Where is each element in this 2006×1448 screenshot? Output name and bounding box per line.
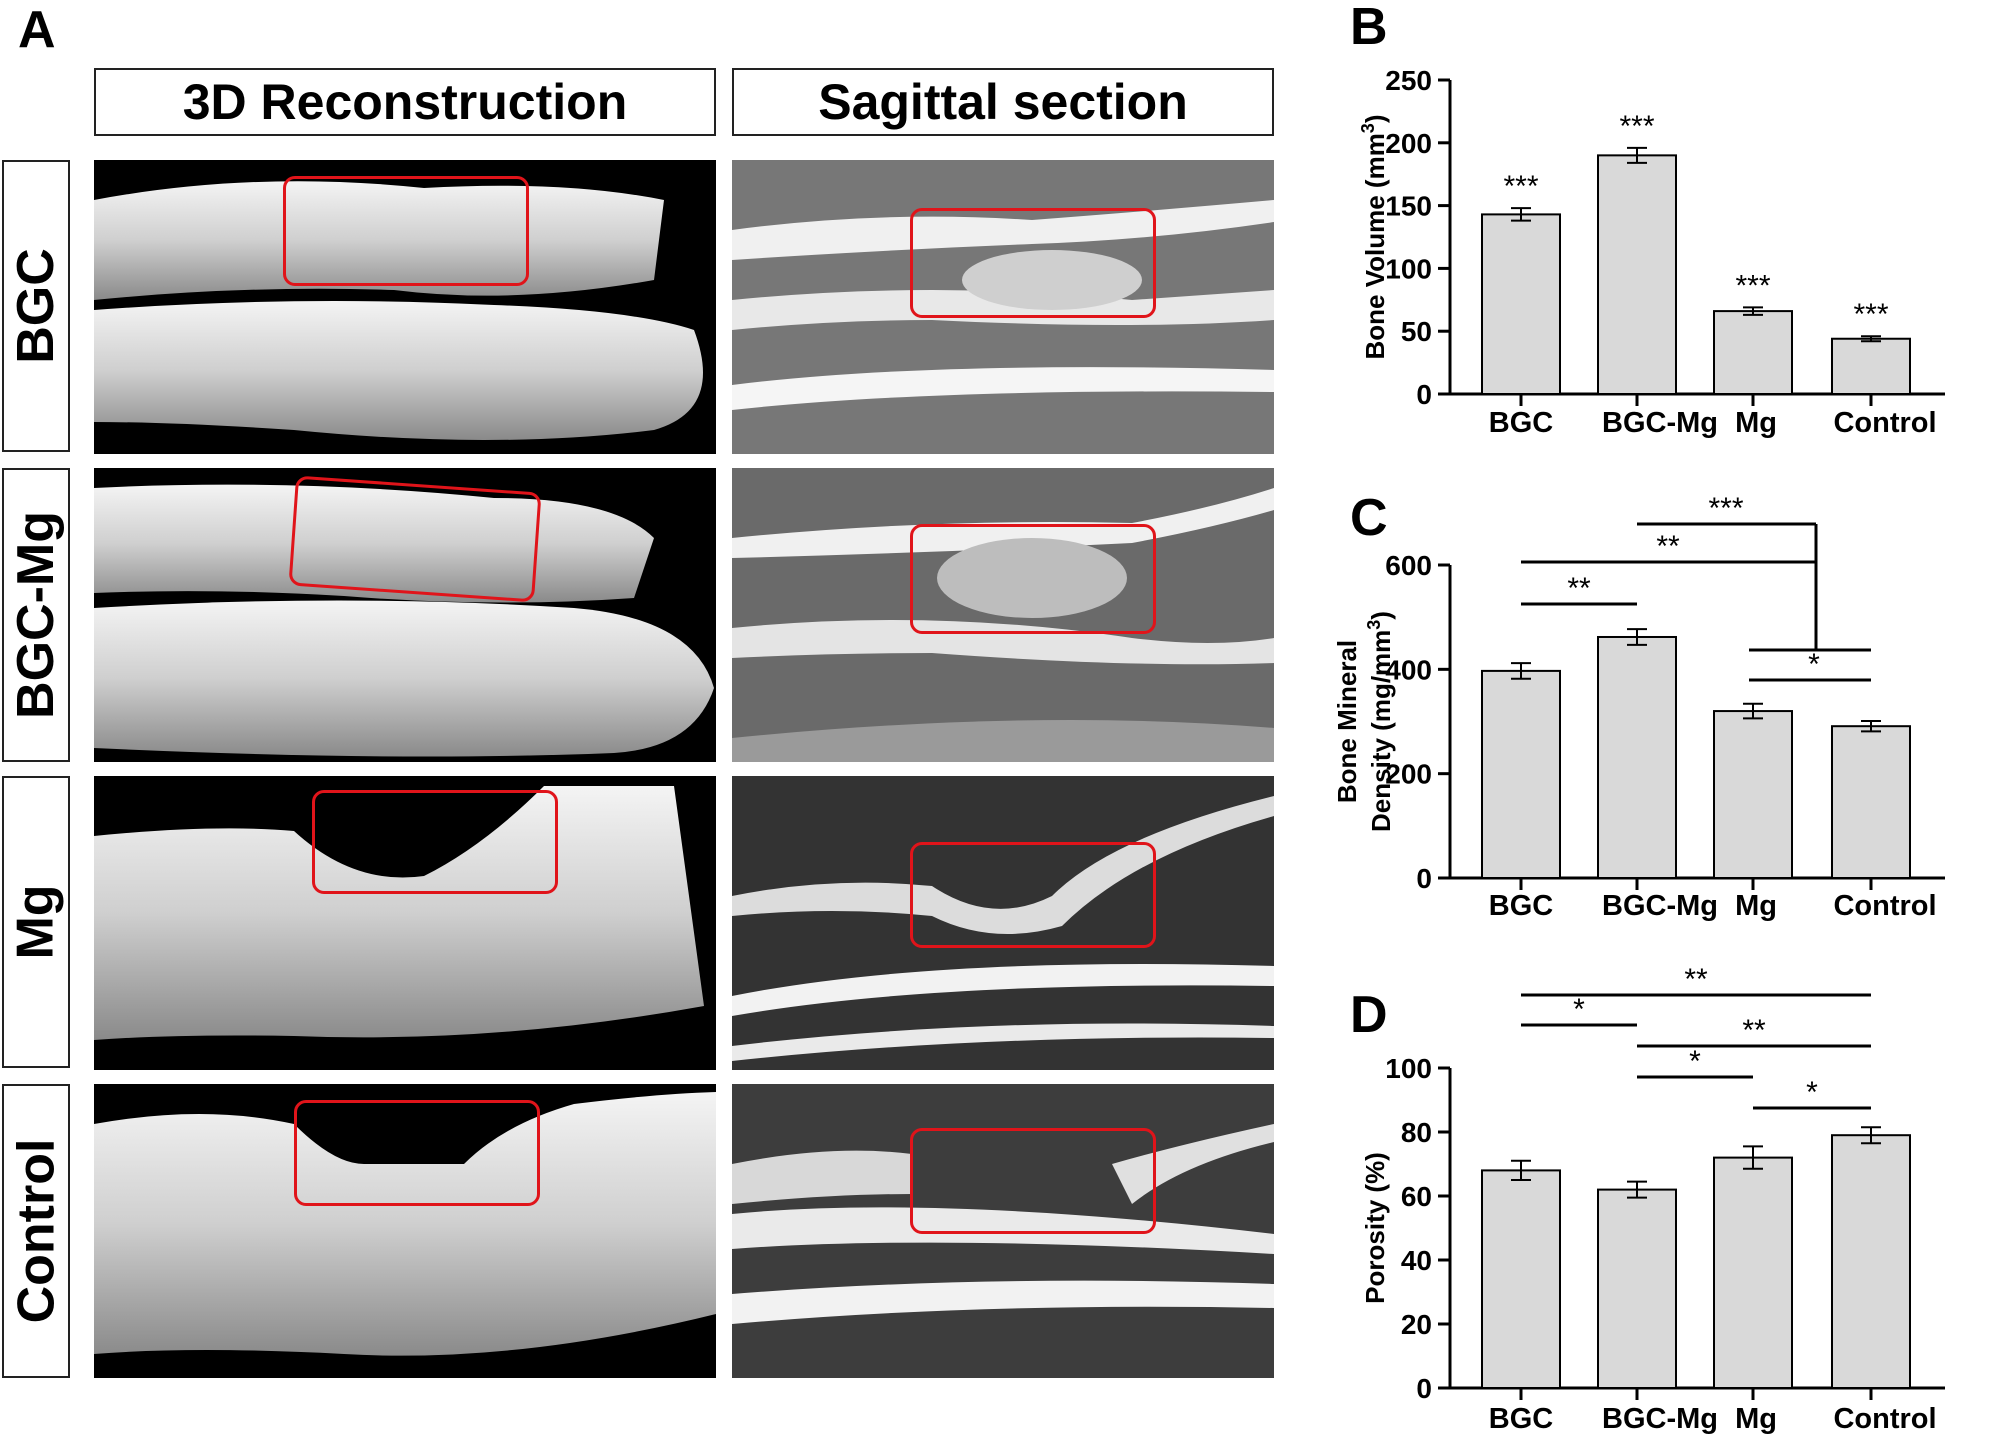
significance-label: ***	[1735, 269, 1770, 302]
row-label-bgc: BGC	[2, 160, 70, 452]
roi-box-control-3d	[294, 1100, 540, 1206]
roi-box-bgc-sagittal	[910, 208, 1156, 318]
header-sagittal-section: Sagittal section	[732, 68, 1274, 136]
y-axis-label-part: 3	[1358, 123, 1378, 133]
bracket-label: **	[1742, 1014, 1766, 1047]
bar	[1713, 710, 1793, 879]
header-3d-reconstruction: 3D Reconstruction	[94, 68, 716, 136]
bracket-label: ***	[1708, 492, 1743, 525]
x-tick-label: BGC	[1489, 890, 1554, 922]
chart-porosity: 0 20 40 60 80 100 BGC BGC-Mg Mg Control Porosity (…	[1360, 963, 1945, 1435]
bar	[1481, 213, 1561, 395]
x-tick-label: Control	[1833, 1403, 1936, 1435]
roi-box-bgc-mg-sagittal	[910, 524, 1156, 634]
y-tick-label: 0	[1416, 379, 1432, 410]
y-tick-label: 60	[1401, 1181, 1432, 1212]
roi-box-mg-sagittal	[910, 842, 1156, 948]
x-tick-label: Control	[1833, 890, 1936, 922]
y-tick-label: 100	[1385, 253, 1432, 284]
y-axis-label: Porosity (%)	[1360, 1152, 1390, 1304]
bar	[1597, 635, 1677, 879]
bracket-label: *	[1808, 648, 1820, 681]
x-tick-label: Mg	[1735, 407, 1777, 439]
x-tick-label: BGC	[1489, 407, 1554, 439]
y-axis-label-part: Porosity (%)	[1360, 1152, 1390, 1304]
y-axis-label: Density (mg/mm3)	[1364, 611, 1396, 832]
bar	[1481, 669, 1561, 879]
mg-sagittal-image	[732, 776, 1274, 1070]
bracket-label: **	[1684, 963, 1708, 996]
y-tick-label: 50	[1401, 316, 1432, 347]
bar	[1481, 1169, 1561, 1390]
bar	[1713, 1156, 1793, 1389]
bar	[1831, 337, 1911, 395]
mg-3d-image	[94, 776, 716, 1070]
y-tick-label: 40	[1401, 1245, 1432, 1276]
y-axis-label-line1: Bone Mineral	[1332, 640, 1362, 803]
x-tick-label: BGC-Mg	[1602, 407, 1718, 439]
bar	[1713, 310, 1793, 396]
y-tick-label: 250	[1385, 65, 1432, 96]
bar	[1831, 725, 1911, 879]
bgc-mg-sagittal-image	[732, 468, 1274, 762]
x-tick-label: Mg	[1735, 890, 1777, 922]
y-axis-label-part: Bone Volume (mm	[1360, 133, 1390, 359]
bracket-label: *	[1573, 993, 1585, 1026]
bracket-label: **	[1567, 572, 1591, 605]
bar	[1597, 1188, 1677, 1389]
significance-label: ***	[1503, 170, 1538, 203]
control-3d-image	[94, 1084, 716, 1378]
y-tick-label: 600	[1385, 550, 1432, 581]
y-tick-label: 0	[1416, 863, 1432, 894]
y-tick-label: 400	[1385, 654, 1432, 685]
y-tick-label: 80	[1401, 1117, 1432, 1148]
row-label-mg: Mg	[2, 776, 70, 1068]
y-axis-label-part: 3	[1364, 620, 1384, 630]
roi-box-control-sagittal	[910, 1128, 1156, 1234]
bracket-label: *	[1806, 1076, 1818, 1109]
x-tick-label: BGC-Mg	[1602, 1403, 1718, 1435]
y-axis-label-part: Density (mg/mm	[1366, 630, 1396, 832]
panel-d-letter: D	[1350, 986, 1388, 1044]
bar	[1597, 154, 1677, 395]
x-tick-label: BGC-Mg	[1602, 890, 1718, 922]
chart-bone-mineral-density: 0 200 400 600 BGC BGC-Mg Mg Control Bone Mineral…	[1332, 492, 1945, 922]
significance-label: ***	[1853, 298, 1888, 331]
y-tick-label: 200	[1385, 128, 1432, 159]
y-tick-label: 100	[1385, 1053, 1432, 1084]
y-axis-label: Bone Volume (mm3)	[1358, 114, 1390, 359]
panel-a-letter: A	[18, 1, 56, 59]
y-tick-label: 200	[1385, 759, 1432, 790]
bgc-3d-image	[94, 160, 716, 454]
row-label-control: Control	[2, 1084, 70, 1378]
y-tick-label: 20	[1401, 1309, 1432, 1340]
y-tick-label: 150	[1385, 191, 1432, 222]
roi-box-mg-3d	[312, 790, 558, 894]
y-axis-label-part: )	[1360, 114, 1390, 123]
x-tick-label: Mg	[1735, 1403, 1777, 1435]
bgc-mg-3d-image	[94, 468, 716, 762]
bracket-label: **	[1656, 530, 1680, 563]
row-label-bgc-mg: BGC-Mg	[2, 468, 70, 762]
bracket-label: *	[1689, 1045, 1701, 1078]
roi-box-bgc-3d	[283, 176, 529, 286]
y-axis-label-part: )	[1366, 611, 1396, 620]
y-tick-label: 0	[1416, 1373, 1432, 1404]
panel-c-letter: C	[1350, 489, 1388, 547]
bar	[1831, 1134, 1911, 1389]
x-tick-label: Control	[1833, 407, 1936, 439]
significance-label: ***	[1619, 110, 1654, 143]
x-tick-label: BGC	[1489, 1403, 1554, 1435]
panel-b-letter: B	[1350, 0, 1388, 56]
chart-bone-volume: 0 50 100 150 200 250 BGC BGC-Mg Mg Control *** *** *…	[1358, 65, 1945, 439]
